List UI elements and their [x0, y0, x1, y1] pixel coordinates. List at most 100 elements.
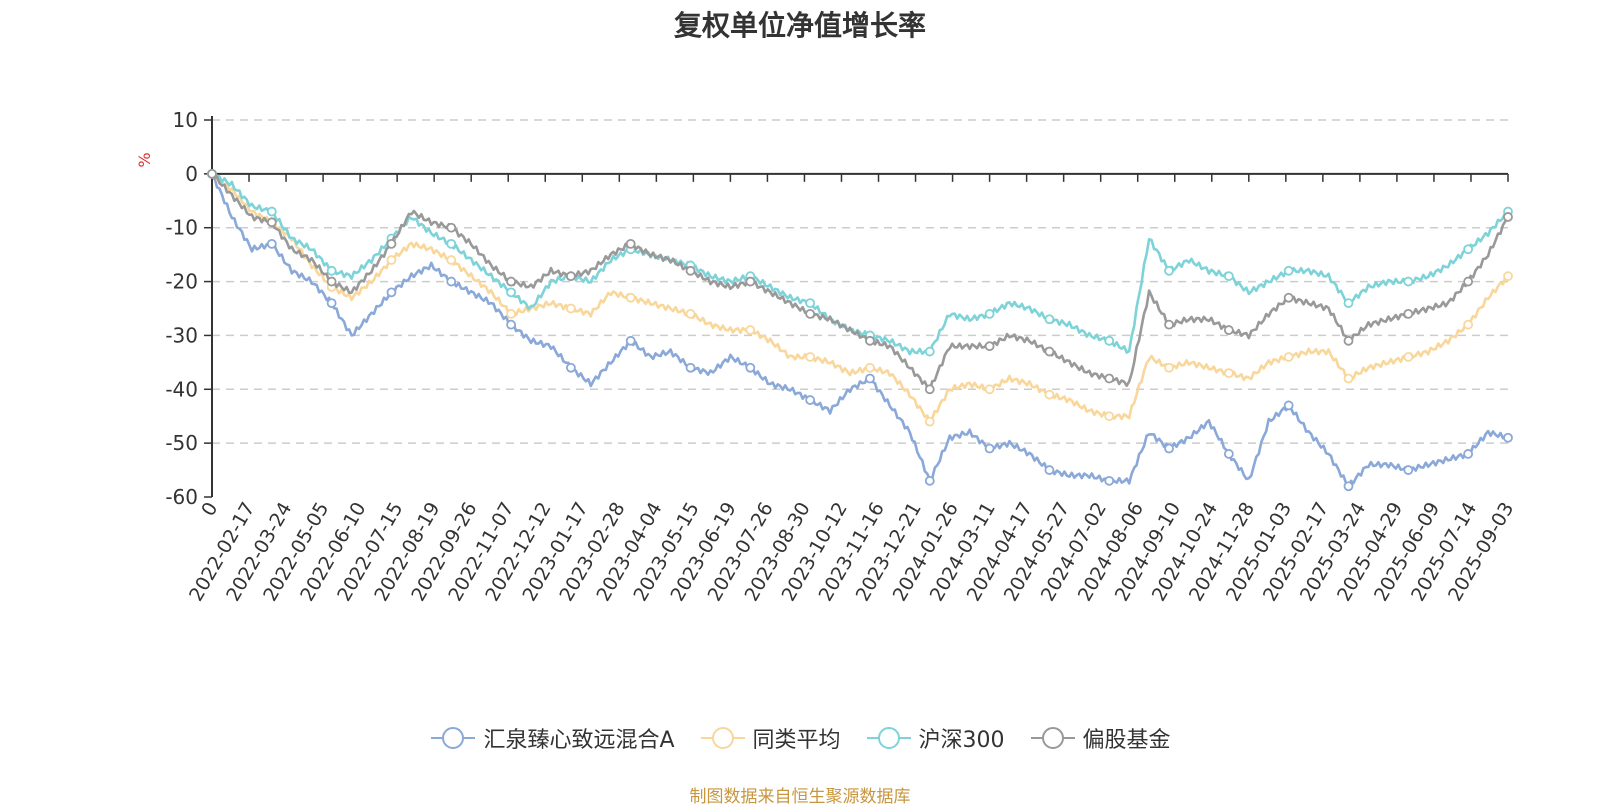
- series-point: [805, 298, 816, 309]
- series-point: [984, 308, 995, 319]
- series-point: [1223, 449, 1234, 459]
- series-point: [1104, 411, 1115, 422]
- series-point: [1164, 265, 1174, 276]
- series-point: [984, 341, 995, 352]
- axes: 100-10-20-30-40-50-6002022-02-172022-03-…: [165, 108, 1518, 605]
- series-point: [326, 265, 337, 276]
- series-point: [1283, 292, 1294, 303]
- series-point: [1283, 265, 1294, 276]
- series-point: [565, 303, 576, 314]
- series-point: [1503, 432, 1513, 443]
- series-point: [1403, 308, 1414, 319]
- legend-swatch-icon: [1030, 727, 1075, 749]
- y-axis-unit-label: %: [135, 152, 154, 167]
- series-point: [1044, 314, 1055, 325]
- series-point: [1343, 298, 1354, 309]
- chart-title: 复权单位净值增长率: [673, 9, 926, 42]
- series-point: [1403, 465, 1414, 475]
- series-point: [685, 362, 696, 373]
- y-tick-label: -10: [165, 216, 198, 240]
- series-point: [685, 265, 696, 276]
- legend: 汇泉臻心致远混合A 同类平均 沪深300 偏股基金: [0, 722, 1600, 754]
- series-point: [745, 362, 756, 373]
- series-point: [386, 255, 397, 265]
- series-point: [1403, 352, 1414, 362]
- series-point: [805, 395, 816, 405]
- series-point: [506, 276, 516, 287]
- legend-swatch-icon: [866, 727, 911, 749]
- x-tick-label: 0: [197, 499, 222, 520]
- series-point: [207, 168, 217, 179]
- series-point: [1223, 271, 1234, 282]
- series-point: [446, 238, 457, 249]
- series-point: [1463, 276, 1474, 287]
- legend-item[interactable]: 汇泉臻心致远混合A: [429, 722, 675, 754]
- series-line-0: [210, 173, 1509, 489]
- series-point: [266, 238, 277, 249]
- series-point: [1343, 335, 1354, 346]
- series-point: [386, 287, 397, 298]
- y-tick-label: 0: [185, 162, 198, 186]
- series-point: [1283, 352, 1294, 362]
- series-point: [745, 325, 756, 335]
- series-point: [865, 335, 875, 346]
- series-point: [984, 384, 995, 395]
- legend-swatch-icon: [431, 727, 476, 749]
- series-point: [1164, 319, 1174, 330]
- legend-label: 偏股基金: [1082, 728, 1171, 753]
- series-point: [1343, 373, 1354, 384]
- series-point: [805, 352, 816, 362]
- series-point: [326, 298, 337, 309]
- source-note: 制图数据来自恒生聚源数据库: [689, 787, 911, 807]
- series-point: [1343, 481, 1354, 492]
- series-point: [446, 222, 457, 233]
- legend-item[interactable]: 偏股基金: [1029, 722, 1171, 754]
- series-point: [446, 255, 457, 265]
- series-point: [1044, 389, 1055, 400]
- legend-item[interactable]: 同类平均: [699, 722, 841, 754]
- series-point: [685, 308, 696, 319]
- series-point: [1164, 362, 1174, 373]
- legend-item[interactable]: 沪深300: [865, 722, 1005, 754]
- series-point: [745, 276, 756, 287]
- series-point: [266, 217, 277, 228]
- series-point: [1044, 465, 1055, 475]
- y-tick-label: -40: [165, 377, 198, 401]
- y-tick-label: -50: [165, 431, 198, 455]
- series-point: [506, 308, 516, 319]
- series-point: [1223, 368, 1234, 379]
- series-point: [266, 206, 277, 217]
- y-tick-label: -30: [165, 323, 198, 347]
- series-point: [326, 276, 337, 287]
- series-point: [924, 346, 935, 357]
- y-tick-label: -20: [165, 270, 198, 294]
- series-point: [625, 292, 636, 303]
- y-tick-label: 10: [173, 108, 198, 132]
- series-point: [1463, 319, 1474, 330]
- series-point: [865, 373, 875, 384]
- series-point: [446, 276, 457, 287]
- series-point: [565, 271, 576, 282]
- series-point: [1223, 325, 1234, 335]
- series-point: [565, 362, 576, 373]
- series-point: [1104, 335, 1115, 346]
- series-point: [506, 319, 516, 330]
- series-point: [1164, 443, 1174, 454]
- series-point: [1463, 449, 1474, 459]
- series-point: [924, 384, 935, 395]
- series-point: [1463, 244, 1474, 255]
- y-tick-label: -60: [165, 485, 198, 509]
- series-point: [1403, 276, 1414, 287]
- series-point: [625, 238, 636, 249]
- series-point: [1503, 212, 1513, 222]
- series-point: [1044, 346, 1055, 357]
- series-point: [625, 335, 636, 346]
- series-point: [805, 308, 816, 319]
- series-point: [386, 238, 397, 249]
- series-point: [865, 362, 875, 373]
- series-lines: [207, 168, 1513, 492]
- legend-label: 同类平均: [752, 728, 841, 753]
- series-point: [1503, 271, 1513, 282]
- series-point: [1104, 475, 1115, 486]
